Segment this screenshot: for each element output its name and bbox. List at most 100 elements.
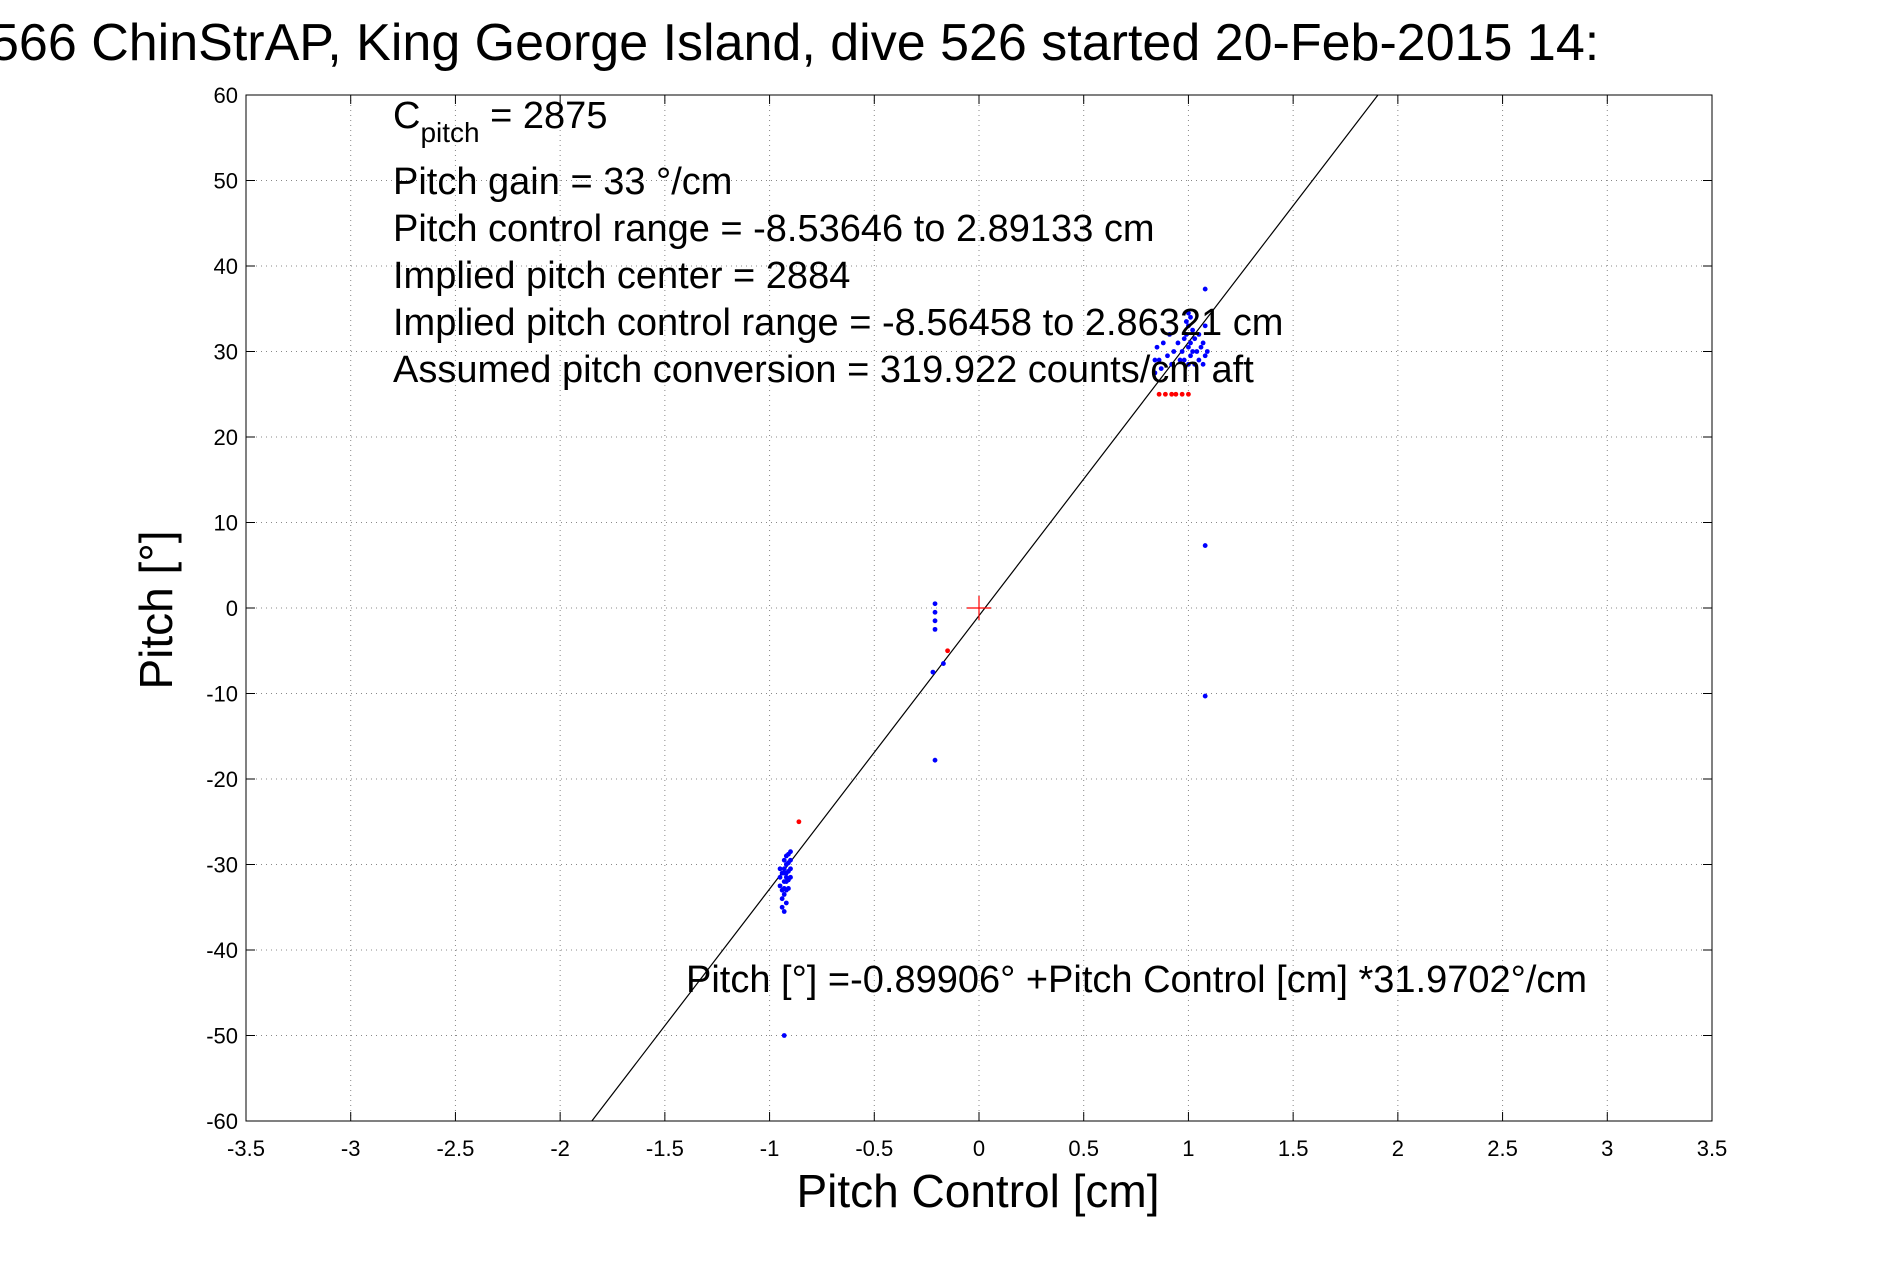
data-point — [1169, 361, 1175, 367]
annotation-cpitch: Cpitch = 2875 — [393, 95, 607, 148]
data-point — [1202, 286, 1208, 292]
data-point — [1152, 357, 1158, 363]
data-point — [1167, 332, 1172, 337]
data-point — [1177, 357, 1183, 363]
data-point — [1202, 543, 1208, 548]
data-point — [1188, 353, 1193, 359]
origin-marker-group — [967, 596, 991, 620]
data-point — [1202, 323, 1208, 329]
data-point — [1196, 357, 1202, 363]
data-point-flagged — [945, 648, 950, 654]
data-point — [781, 909, 787, 914]
y-tick-label: -30 — [206, 853, 238, 878]
data-point — [1158, 366, 1164, 371]
data-point — [1202, 693, 1208, 699]
data-point — [1190, 349, 1196, 354]
data-point — [1183, 332, 1189, 337]
data-point — [932, 618, 938, 624]
data-point — [786, 886, 791, 891]
x-tick-label: 0 — [973, 1136, 985, 1161]
x-tick-label: 2 — [1392, 1136, 1404, 1161]
data-point — [1188, 314, 1193, 320]
data-point — [783, 900, 789, 906]
data-point — [1204, 349, 1210, 354]
data-point — [932, 757, 938, 763]
data-point — [779, 904, 785, 910]
data-point — [1156, 357, 1162, 363]
x-tick-label: -3 — [341, 1136, 361, 1161]
data-point — [1175, 340, 1181, 346]
data-point — [777, 883, 783, 889]
data-point — [1181, 336, 1187, 342]
grid — [246, 95, 1712, 1121]
data-point — [1186, 361, 1191, 367]
y-axis-label: Pitch [°] — [130, 530, 182, 689]
data-point — [788, 849, 793, 855]
y-tick-label: 60 — [214, 83, 238, 108]
data-point — [1181, 357, 1187, 363]
annotation-conversion: Assumed pitch conversion = 319.922 count… — [393, 349, 1254, 391]
x-tick-label: 1 — [1182, 1136, 1194, 1161]
x-tick-label: 3 — [1601, 1136, 1613, 1161]
data-point — [777, 866, 783, 872]
data-point — [781, 857, 787, 863]
x-tick-label: -2.5 — [436, 1136, 474, 1161]
annotation-control-range: Pitch control range = -8.53646 to 2.8913… — [393, 208, 1155, 250]
data-point — [1190, 327, 1196, 333]
annotation-implied-center: Implied pitch center = 2884 — [393, 255, 850, 297]
data-point — [781, 892, 787, 897]
data-point-flagged — [796, 819, 802, 825]
data-point-flagged — [1156, 391, 1162, 397]
data-point-flagged — [1186, 391, 1191, 397]
data-point-flagged — [1169, 391, 1175, 397]
data-points — [777, 286, 1210, 1038]
data-point — [1179, 349, 1185, 354]
x-axis-label: Pitch Control [cm] — [797, 1165, 1160, 1217]
data-point — [1200, 340, 1206, 346]
data-point — [930, 669, 936, 675]
y-tick-label: -60 — [206, 1109, 238, 1134]
x-tick-label: 3.5 — [1697, 1136, 1728, 1161]
data-point — [1202, 353, 1208, 359]
y-tick-label: 10 — [214, 511, 238, 536]
y-tick-label: 20 — [214, 425, 238, 450]
y-tick-label: -50 — [206, 1024, 238, 1049]
y-tick-label: 0 — [226, 596, 238, 621]
data-point — [1165, 353, 1170, 359]
y-tick-label: 50 — [214, 169, 238, 194]
data-point — [1198, 344, 1204, 350]
data-point-flagged — [1179, 391, 1185, 397]
data-point — [1154, 344, 1160, 350]
x-tick-label: -1 — [760, 1136, 780, 1161]
x-tick-label: -0.5 — [855, 1136, 893, 1161]
data-point — [779, 870, 785, 876]
data-point — [1183, 319, 1189, 324]
data-point-flagged — [1173, 391, 1179, 397]
x-tick-label: -2 — [550, 1136, 570, 1161]
data-point — [1160, 340, 1166, 346]
y-tick-label: -20 — [206, 767, 238, 792]
data-point — [1200, 361, 1206, 367]
data-point — [932, 626, 938, 632]
x-tick-label: -3.5 — [227, 1136, 265, 1161]
data-point — [932, 601, 938, 607]
data-point — [1194, 349, 1200, 354]
data-point — [783, 874, 789, 880]
annotation-implied-range: Implied pitch control range = -8.56458 t… — [393, 302, 1283, 344]
y-tick-label: -40 — [206, 938, 238, 963]
data-point — [781, 886, 787, 891]
data-point — [932, 609, 938, 615]
plot-area: -3.5 -3 -2.5 -2 -1.5 -1 -0.5 0 0.5 1 1.5 2 2.5 3 3.5 -6… — [206, 83, 1727, 1161]
data-point-flagged — [1162, 391, 1168, 397]
data-point — [940, 661, 946, 666]
data-point — [1186, 323, 1191, 329]
fit-equation: Pitch [°] =-0.89906° +Pitch Control [cm]… — [686, 959, 1587, 1001]
data-point — [1192, 361, 1198, 367]
data-point — [1196, 332, 1202, 337]
data-point — [1188, 340, 1193, 346]
x-tick-label: 1.5 — [1278, 1136, 1309, 1161]
data-point — [1186, 310, 1191, 316]
x-tick-label: 2.5 — [1487, 1136, 1518, 1161]
data-point — [1192, 336, 1198, 342]
